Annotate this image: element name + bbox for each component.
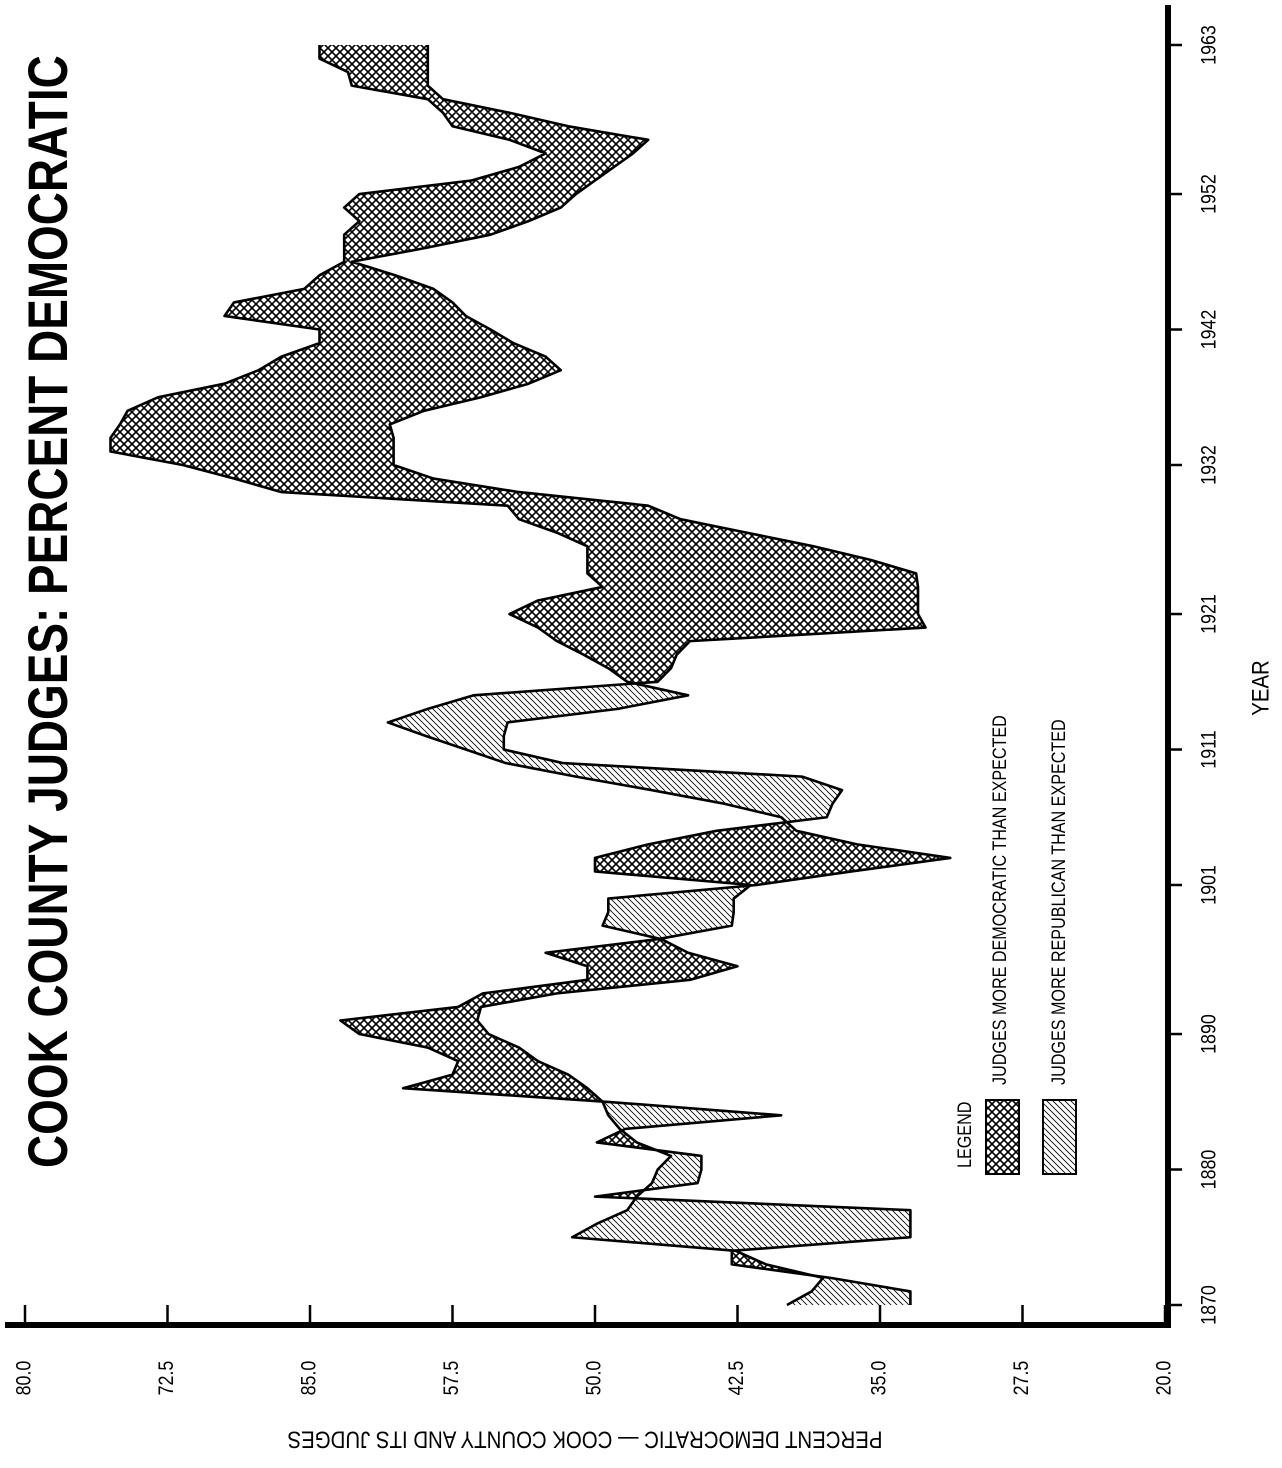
y-tick-label: 72.5: [155, 1360, 179, 1395]
band-region: [538, 627, 926, 642]
band-region: [595, 857, 951, 872]
legend-swatch: [985, 1099, 1020, 1175]
x-tick-label: 1942: [1197, 310, 1221, 350]
band-region: [359, 180, 595, 195]
series-line: [350, 45, 952, 1307]
band-region: [724, 803, 833, 818]
y-tick-label: 42.5: [725, 1360, 749, 1395]
band-region: [427, 695, 689, 709]
band-region: [602, 912, 734, 926]
x-tick-label: 1921: [1197, 594, 1221, 634]
x-tick-label: 1890: [1197, 1014, 1221, 1054]
legend-swatch: [1042, 1099, 1077, 1175]
band-region: [509, 614, 926, 628]
band-region: [576, 776, 842, 791]
y-tick-label: 35.0: [867, 1360, 891, 1395]
band-region: [319, 45, 428, 59]
band-region: [652, 790, 842, 804]
band-region: [224, 370, 561, 384]
y-tick-label: 85.0: [297, 1360, 321, 1395]
x-tick-label: 1932: [1197, 445, 1221, 485]
band-region: [507, 505, 681, 520]
band-region: [482, 979, 690, 994]
band-region: [319, 58, 428, 73]
band-region: [348, 72, 428, 86]
band-region: [602, 925, 732, 939]
y-axis-label: PERCENT DEMOCRATIC — COOK COUNTY AND ITS…: [288, 1426, 883, 1453]
legend-title: LEGEND: [954, 1102, 976, 1168]
band-region: [452, 1061, 569, 1075]
x-tick-label: 1870: [1197, 1285, 1221, 1325]
band-region: [557, 641, 690, 655]
x-tick-label: 1911: [1197, 730, 1221, 768]
x-tick-label: 1952: [1197, 174, 1221, 214]
band-region: [572, 1237, 911, 1251]
band-region: [608, 898, 734, 913]
legend-label: JUDGES MORE DEMOCRATIC THAN EXPECTED: [989, 715, 1011, 1085]
band-region: [519, 153, 633, 167]
band-region: [344, 194, 576, 208]
band-region: [281, 343, 546, 357]
band-region: [786, 1291, 911, 1305]
band-region: [519, 519, 747, 533]
y-tick-label: 20.0: [1152, 1360, 1176, 1395]
x-axis-label: YEAR: [1247, 660, 1274, 716]
band-region: [281, 492, 649, 506]
band-region: [344, 234, 491, 249]
band-region: [596, 1210, 911, 1224]
band-region: [557, 532, 814, 547]
band-region: [509, 600, 918, 615]
band-region: [545, 952, 738, 967]
band-region: [344, 221, 529, 235]
band-region: [538, 586, 918, 601]
band-region: [572, 1223, 911, 1238]
band-region: [587, 559, 917, 574]
band-region: [387, 708, 618, 723]
band-region: [427, 1047, 538, 1062]
band-region: [224, 315, 491, 330]
band-region: [595, 844, 951, 858]
y-tick-label: 80.0: [12, 1360, 36, 1395]
band-region: [110, 451, 394, 465]
y-tick-label: 27.5: [1010, 1360, 1034, 1395]
band-region: [587, 546, 871, 560]
band-region: [583, 654, 677, 669]
band-region: [340, 1020, 489, 1035]
x-tick-label: 1963: [1197, 25, 1221, 65]
band-region: [425, 735, 504, 750]
band-region: [344, 207, 561, 222]
band-region: [652, 1169, 702, 1184]
band-region: [509, 139, 649, 154]
band-region: [110, 437, 394, 452]
band-region: [465, 749, 563, 764]
band-region: [158, 383, 529, 398]
x-tick-label: 1880: [1197, 1150, 1221, 1190]
y-tick-label: 57.5: [440, 1360, 464, 1395]
chart-title: COOK COUNTY JUDGES: PERCENT DEMOCRATIC: [16, 55, 78, 1168]
band-region: [443, 112, 569, 127]
band-region: [595, 871, 852, 885]
band-region: [452, 126, 649, 140]
x-tick-label: 1901: [1197, 865, 1221, 905]
band-region: [224, 302, 466, 316]
band-region: [403, 1074, 588, 1089]
y-tick-label: 50.0: [582, 1360, 606, 1395]
band-region: [587, 573, 918, 587]
series-line: [109, 45, 912, 1305]
band-region: [110, 424, 394, 438]
band-region: [258, 356, 561, 371]
legend-label: JUDGES MORE REPUBLICAN THAN EXPECTED: [1048, 719, 1070, 1085]
band-region: [127, 397, 481, 411]
band-region: [120, 410, 424, 425]
band-region: [182, 465, 434, 479]
band-region: [319, 329, 514, 344]
band-region: [359, 1034, 519, 1048]
band-region: [596, 1130, 637, 1143]
